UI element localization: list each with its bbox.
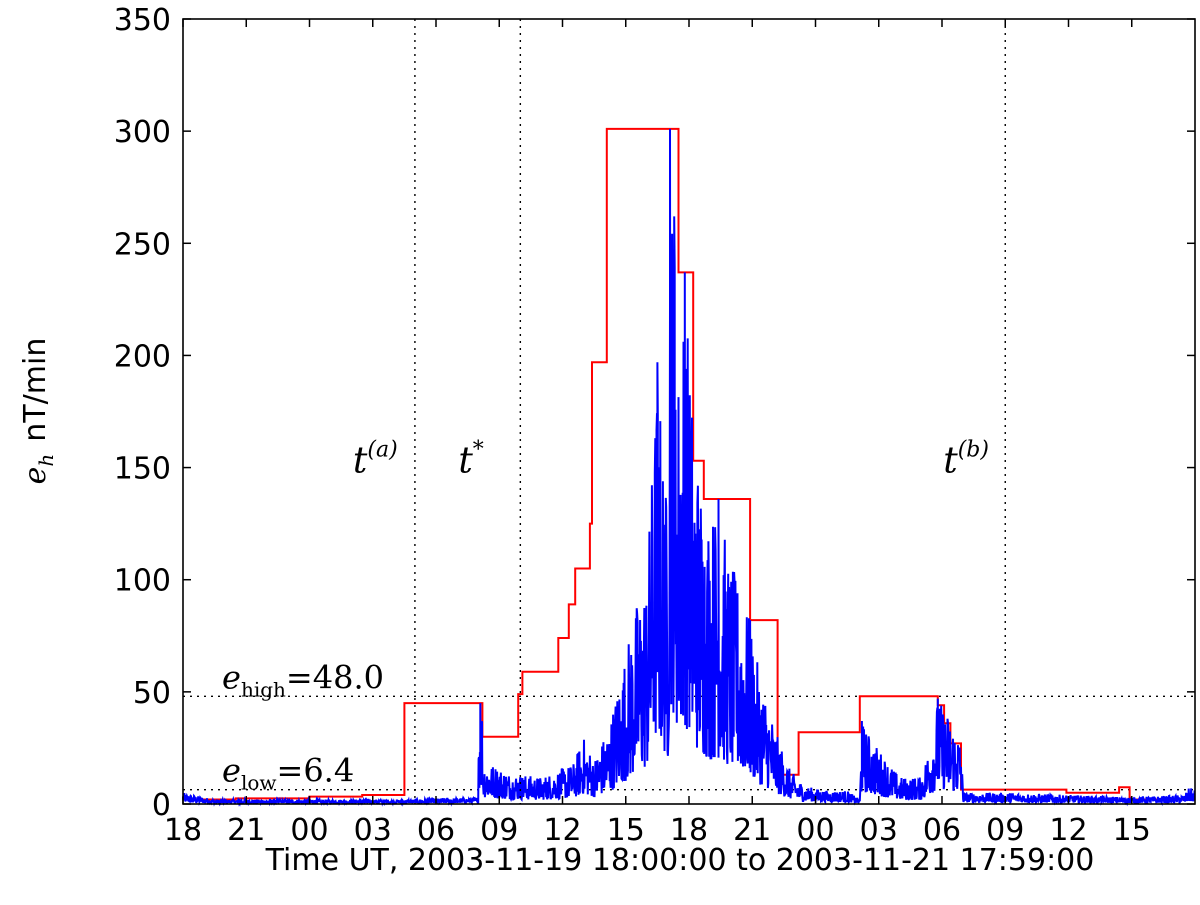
- marker-lines: [414, 19, 1006, 804]
- y-tick-label: 200: [114, 339, 171, 374]
- axis-ticks: 0 50 100 150 200 250 300 350 18 21 00 03 06 09 12 15 18 2…: [114, 3, 1195, 848]
- annotations: ehigh=48.0 elow=6.4 t(a) t* t(b): [222, 437, 989, 794]
- x-tick-label: 06: [417, 813, 455, 848]
- x-tick-label: 21: [227, 813, 265, 848]
- x-tick-label: 03: [860, 813, 898, 848]
- y-axis-label: ehnT/min: [18, 338, 58, 485]
- x-tick-label: 09: [986, 813, 1024, 848]
- x-tick-label: 00: [290, 813, 328, 848]
- marker-label-0: t(a): [353, 437, 398, 481]
- x-tick-label: 12: [1049, 813, 1087, 848]
- x-tick-label: 03: [354, 813, 392, 848]
- x-tick-label: 06: [923, 813, 961, 848]
- x-tick-label: 12: [543, 813, 581, 848]
- series-layer: [182, 127, 1196, 807]
- y-tick-label: 100: [114, 564, 171, 599]
- marker-label-2: t(b): [943, 437, 989, 481]
- y-tick-label: 350: [114, 3, 171, 38]
- y-tick-label: 0: [152, 788, 171, 823]
- threshold-label-high: ehigh=48.0: [222, 658, 384, 701]
- y-tick-label: 250: [114, 227, 171, 262]
- x-tick-label: 18: [164, 813, 202, 848]
- x-tick-label: 15: [1113, 813, 1151, 848]
- y-tick-label: 50: [133, 676, 171, 711]
- threshold-label-low: elow=6.4: [222, 752, 354, 795]
- x-tick-label: 18: [670, 813, 708, 848]
- svg-text:ehnT/min: ehnT/min: [18, 338, 58, 485]
- y-tick-label: 300: [114, 115, 171, 150]
- x-tick-label: 21: [733, 813, 771, 848]
- series-line-blue: [182, 128, 1196, 807]
- x-axis-label: Time UT, 2003-11-19 18:00:00 to 2003-11-…: [265, 843, 1095, 878]
- x-tick-label: 15: [607, 813, 645, 848]
- x-tick-label: 00: [796, 813, 834, 848]
- marker-label-1: t*: [458, 437, 483, 481]
- x-tick-label: 09: [480, 813, 518, 848]
- y-tick-label: 150: [114, 452, 171, 487]
